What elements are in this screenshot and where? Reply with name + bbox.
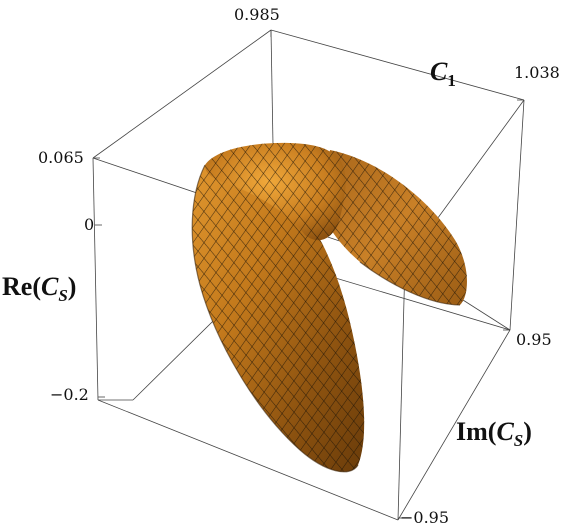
axis-label-im: Im(CS) bbox=[456, 417, 532, 450]
tick-c1-max: 1.038 bbox=[514, 63, 560, 82]
tick-im-min: −0.95 bbox=[400, 508, 449, 527]
tick-c1-min: 0.985 bbox=[234, 5, 280, 24]
tick-re-min: −0.2 bbox=[50, 385, 89, 404]
tick-marks bbox=[93, 30, 524, 519]
tick-re-zero: 0 bbox=[84, 215, 94, 234]
tick-re-max: 0.065 bbox=[38, 148, 84, 167]
axis-label-c1: C1 bbox=[430, 57, 456, 90]
tick-im-max: 0.95 bbox=[516, 330, 552, 349]
axis-label-re: Re(CS) bbox=[2, 272, 76, 305]
surface bbox=[191, 142, 467, 473]
box-front-edges bbox=[92, 99, 525, 521]
